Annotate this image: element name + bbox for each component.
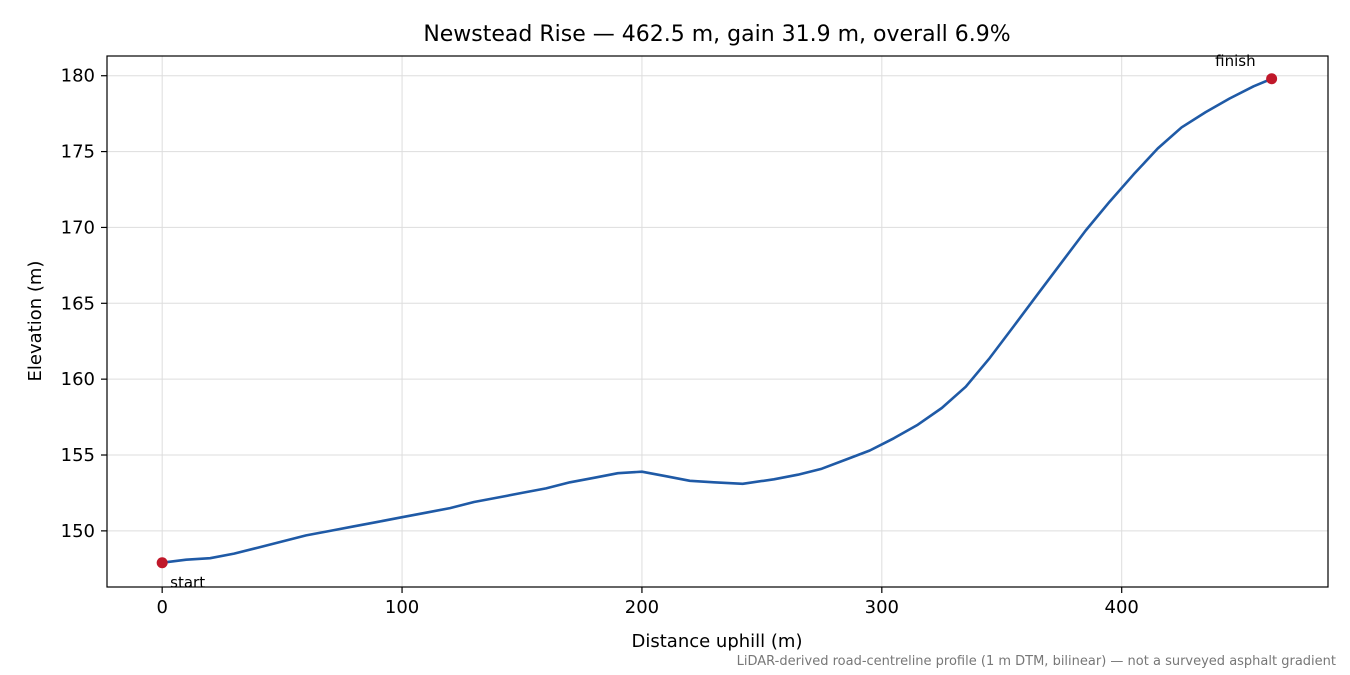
grid-lines bbox=[107, 56, 1328, 587]
plot-frame bbox=[106, 55, 1329, 588]
chart-title: Newstead Rise — 462.5 m, gain 31.9 m, ov… bbox=[423, 22, 1010, 47]
y-tick-label: 165 bbox=[61, 293, 95, 314]
finish-label: finish bbox=[1215, 52, 1255, 70]
x-tick-label: 300 bbox=[865, 597, 899, 618]
elevation-profile-line bbox=[160, 77, 1273, 565]
y-tick-label: 180 bbox=[61, 66, 95, 87]
x-axis-label: Distance uphill (m) bbox=[632, 631, 803, 652]
y-tick-label: 150 bbox=[61, 521, 95, 542]
start-marker bbox=[156, 557, 168, 569]
x-tick-label: 400 bbox=[1105, 597, 1139, 618]
x-tick-label: 0 bbox=[156, 597, 167, 618]
start-label: start bbox=[170, 574, 205, 592]
y-tick-label: 160 bbox=[61, 369, 95, 390]
markers-layer: start finish bbox=[156, 52, 1278, 592]
series-layer bbox=[160, 77, 1273, 565]
y-axis-label: Elevation (m) bbox=[25, 261, 46, 382]
y-tick-label: 170 bbox=[61, 217, 95, 238]
y-tick-label: 175 bbox=[61, 142, 95, 163]
x-tick-label: 200 bbox=[625, 597, 659, 618]
axis-ticks: 0 100 200 300 400 150 155 160 165 170 175 180 bbox=[61, 66, 1139, 618]
y-tick-label: 155 bbox=[61, 445, 95, 466]
finish-marker bbox=[1266, 73, 1278, 85]
x-tick-label: 100 bbox=[385, 597, 419, 618]
footnote: LiDAR-derived road-centreline profile (1… bbox=[737, 654, 1336, 669]
